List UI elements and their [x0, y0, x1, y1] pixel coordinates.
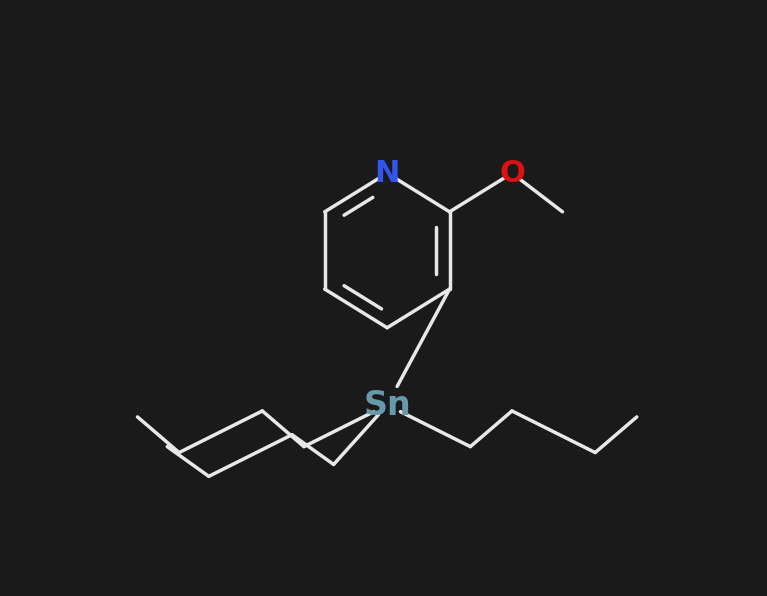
Text: Sn: Sn — [364, 389, 411, 421]
Text: N: N — [374, 159, 400, 188]
Text: O: O — [499, 159, 525, 188]
